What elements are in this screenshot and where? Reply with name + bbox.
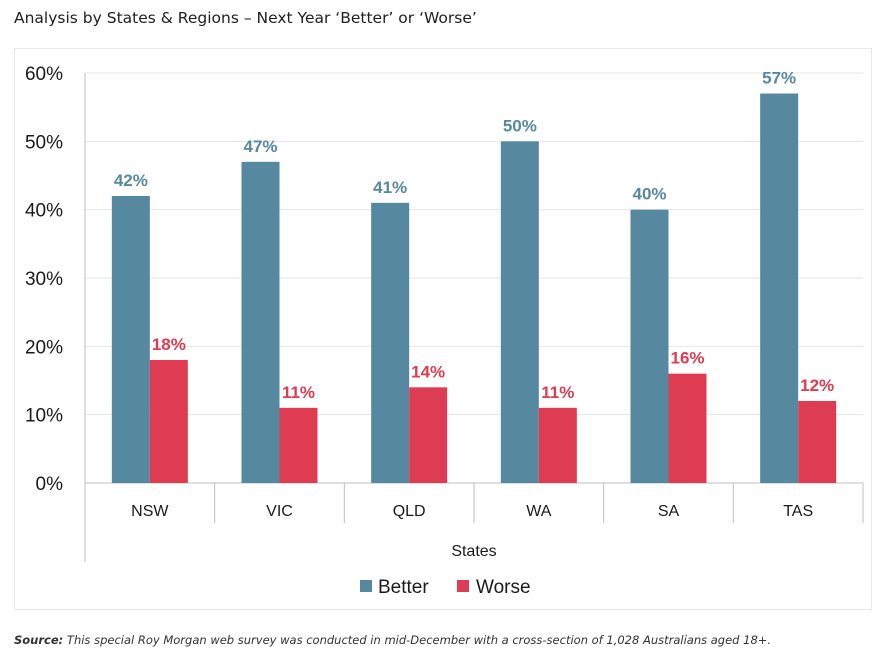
- bar-worse-nsw: [149, 360, 188, 483]
- data-label-better-vic: 47%: [243, 137, 277, 156]
- data-label-worse-wa: 11%: [541, 383, 574, 402]
- data-label-worse-vic: 11%: [282, 383, 315, 402]
- bar-better-wa: [500, 141, 539, 484]
- source-text: This special Roy Morgan web survey was c…: [66, 633, 772, 647]
- y-tick-label: 40%: [25, 201, 63, 222]
- data-label-better-tas: 57%: [762, 69, 796, 88]
- data-label-worse-sa: 16%: [670, 349, 704, 368]
- data-label-better-qld: 41%: [373, 178, 407, 197]
- bar-better-tas: [760, 93, 799, 483]
- x-tick-label: SA: [658, 503, 680, 520]
- data-label-worse-nsw: 18%: [152, 335, 186, 354]
- y-tick-label: 60%: [25, 64, 63, 85]
- x-tick-label: QLD: [393, 503, 426, 520]
- data-label-better-nsw: 42%: [114, 171, 148, 190]
- data-label-worse-qld: 14%: [411, 362, 445, 381]
- data-label-better-sa: 40%: [632, 185, 666, 204]
- bar-worse-sa: [668, 373, 707, 483]
- bar-worse-tas: [798, 401, 837, 483]
- bar-better-qld: [371, 202, 410, 484]
- y-tick-label: 30%: [25, 269, 63, 290]
- bar-better-sa: [630, 209, 669, 483]
- chart-area: [14, 48, 872, 610]
- bar-better-vic: [241, 161, 280, 484]
- legend-swatch-worse: [457, 580, 469, 592]
- bar-worse-wa: [538, 407, 577, 483]
- bar-worse-qld: [409, 387, 448, 483]
- source-note: Source: This special Roy Morgan web surv…: [14, 633, 771, 647]
- x-axis-title: States: [451, 543, 496, 560]
- data-label-better-wa: 50%: [503, 116, 537, 135]
- legend-label-worse: Worse: [476, 577, 531, 598]
- chart-title: Analysis by States & Regions – Next Year…: [14, 9, 477, 27]
- x-tick-label: WA: [526, 503, 552, 520]
- bar-better-nsw: [111, 196, 150, 483]
- x-tick-label: NSW: [131, 503, 169, 520]
- bar-worse-vic: [279, 407, 318, 483]
- y-tick-label: 20%: [25, 337, 63, 358]
- data-label-worse-tas: 12%: [800, 376, 834, 395]
- y-tick-label: 10%: [25, 406, 63, 427]
- legend-swatch-better: [360, 580, 372, 592]
- y-tick-label: 0%: [36, 474, 64, 495]
- x-tick-label: VIC: [266, 503, 293, 520]
- source-label: Source:: [14, 633, 64, 647]
- x-tick-label: TAS: [783, 503, 813, 520]
- y-tick-label: 50%: [25, 132, 63, 153]
- legend-label-better: Better: [378, 577, 429, 598]
